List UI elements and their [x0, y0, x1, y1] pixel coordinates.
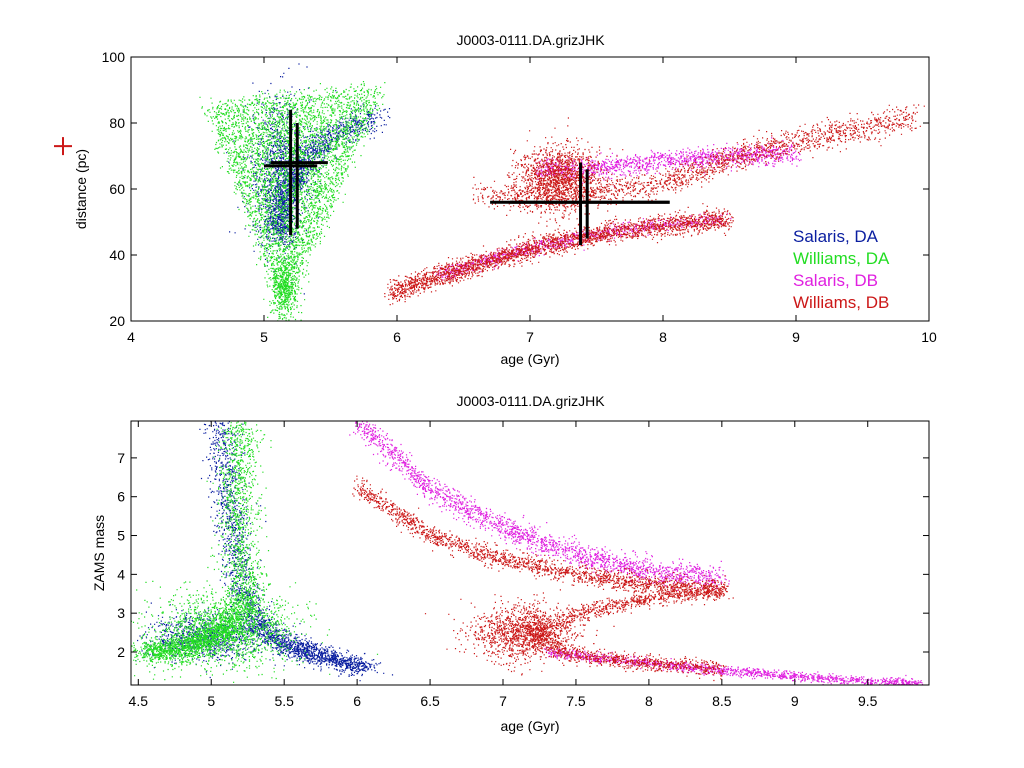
y-tick-label: 4 [117, 566, 125, 582]
series-points-williams-db [352, 475, 734, 682]
bottom-scatter-points [131, 421, 928, 685]
y-tick-label: 40 [109, 247, 125, 263]
y-tick-label: 60 [109, 181, 125, 197]
x-tick-label: 7 [499, 693, 507, 709]
point-cloud [384, 203, 734, 306]
x-tick-label: 4.5 [129, 693, 149, 709]
point-cloud [432, 212, 732, 281]
point-cloud [349, 421, 730, 593]
top-ylabel: distance (pc) [73, 149, 89, 229]
bottom-plot-frame [130, 420, 930, 686]
bottom-xlabel: age (Gyr) [500, 718, 559, 734]
point-cloud [199, 81, 386, 308]
y-tick-label: 2 [117, 644, 125, 660]
top-legend: Salaris, DA Williams, DA Salaris, DB Willia… [793, 227, 890, 312]
point-cloud [131, 566, 379, 683]
x-tick-label: 8 [645, 693, 653, 709]
legend-entry: Williams, DA [793, 249, 890, 268]
series-points-williams-db [384, 104, 925, 306]
x-tick-label: 8.5 [712, 693, 732, 709]
point-cloud [253, 101, 391, 259]
x-tick-label: 10 [921, 329, 937, 345]
x-tick-label: 4 [127, 329, 135, 345]
x-tick-label: 9 [792, 329, 800, 345]
series-points-williams-da [131, 421, 379, 683]
bottom-ylabel: ZAMS mass [91, 515, 107, 591]
x-tick-label: 6.5 [420, 693, 440, 709]
point-cloud [131, 421, 278, 671]
x-tick-label: 6 [393, 329, 401, 345]
point-cloud [263, 244, 306, 321]
x-tick-label: 6 [353, 693, 361, 709]
bottom-title: J0003-0111.DA.grizJHK [456, 393, 605, 409]
legend-entry: Salaris, DB [793, 271, 878, 290]
x-tick-label: 9.5 [858, 693, 878, 709]
y-tick-label: 20 [109, 313, 125, 329]
y-tick-label: 6 [117, 489, 125, 505]
point-cloud [533, 137, 802, 187]
y-tick-label: 5 [117, 528, 125, 544]
series-points-salaris-db [432, 137, 802, 281]
legend-entry: Williams, DB [793, 293, 889, 312]
x-tick-label: 5.5 [274, 693, 294, 709]
reference-cross-marker [54, 137, 72, 156]
x-tick-label: 7.5 [566, 693, 586, 709]
panel-bottom: J0003-0111.DA.grizJHK 4.5 5 5.5 6 6.5 7 7.5 8 8.… [91, 393, 930, 734]
series-points-williams-da [199, 81, 386, 321]
point-cloud [543, 646, 928, 685]
x-tick-label: 8 [659, 329, 667, 345]
point-cloud [352, 475, 734, 606]
top-scatter-points [199, 63, 925, 321]
legend-entry: Salaris, DA [793, 227, 879, 246]
x-tick-label: 9 [791, 693, 799, 709]
x-tick-label: 7 [526, 329, 534, 345]
bottom-ticks: 4.5 5 5.5 6 6.5 7 7.5 8 8.5 9 9.5 2 3 4 5 6 7 [117, 421, 929, 709]
point-cloud [424, 589, 615, 676]
point-cloud [524, 581, 729, 682]
y-tick-label: 7 [117, 450, 125, 466]
series-points-salaris-da [226, 63, 391, 295]
y-tick-label: 80 [109, 115, 125, 131]
top-title: J0003-0111.DA.grizJHK [456, 32, 605, 48]
x-tick-label: 5 [207, 693, 215, 709]
top-error-crosses [264, 109, 670, 246]
point-cloud [474, 117, 624, 239]
top-xlabel: age (Gyr) [500, 351, 559, 367]
y-tick-label: 100 [102, 49, 126, 65]
series-points-salaris-db [349, 421, 928, 685]
y-tick-label: 3 [117, 605, 125, 621]
top-ticks: 4 5 6 7 8 9 10 20 40 60 80 100 [102, 49, 937, 345]
panel-top: J0003-0111.DA.grizJHK 4 5 6 7 8 9 10 20 40 60 80 10… [54, 32, 937, 367]
x-tick-label: 5 [260, 329, 268, 345]
